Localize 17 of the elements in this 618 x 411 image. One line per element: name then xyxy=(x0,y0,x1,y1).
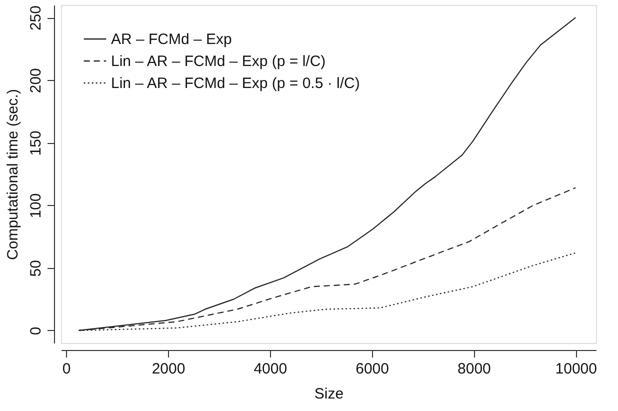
x-tick-label: 0 xyxy=(62,360,71,378)
y-tick-label: 150 xyxy=(28,130,44,156)
y-tick-label: 200 xyxy=(28,68,44,94)
x-axis-title: Size xyxy=(314,386,344,402)
x-tick-label: 4000 xyxy=(254,360,288,378)
legend-label: Lin – AR – FCMd – Exp (p = 0.5 · l/C) xyxy=(111,75,360,92)
y-tick-label: 250 xyxy=(28,6,44,31)
x-tick-label: 10000 xyxy=(555,360,597,378)
x-tick-label: 6000 xyxy=(356,360,389,378)
legend-label: Lin – AR – FCMd – Exp (p = l/C) xyxy=(111,53,326,70)
x-tick-label: 8000 xyxy=(458,360,491,378)
x-tick-label: 2000 xyxy=(152,360,186,378)
y-axis-title: Computational time (sec.) xyxy=(4,89,22,260)
y-tick-label: 0 xyxy=(28,326,44,336)
y-tick-label: 50 xyxy=(28,260,44,277)
y-tick-label: 100 xyxy=(28,193,44,218)
legend-label: AR – FCMd – Exp xyxy=(111,31,232,48)
